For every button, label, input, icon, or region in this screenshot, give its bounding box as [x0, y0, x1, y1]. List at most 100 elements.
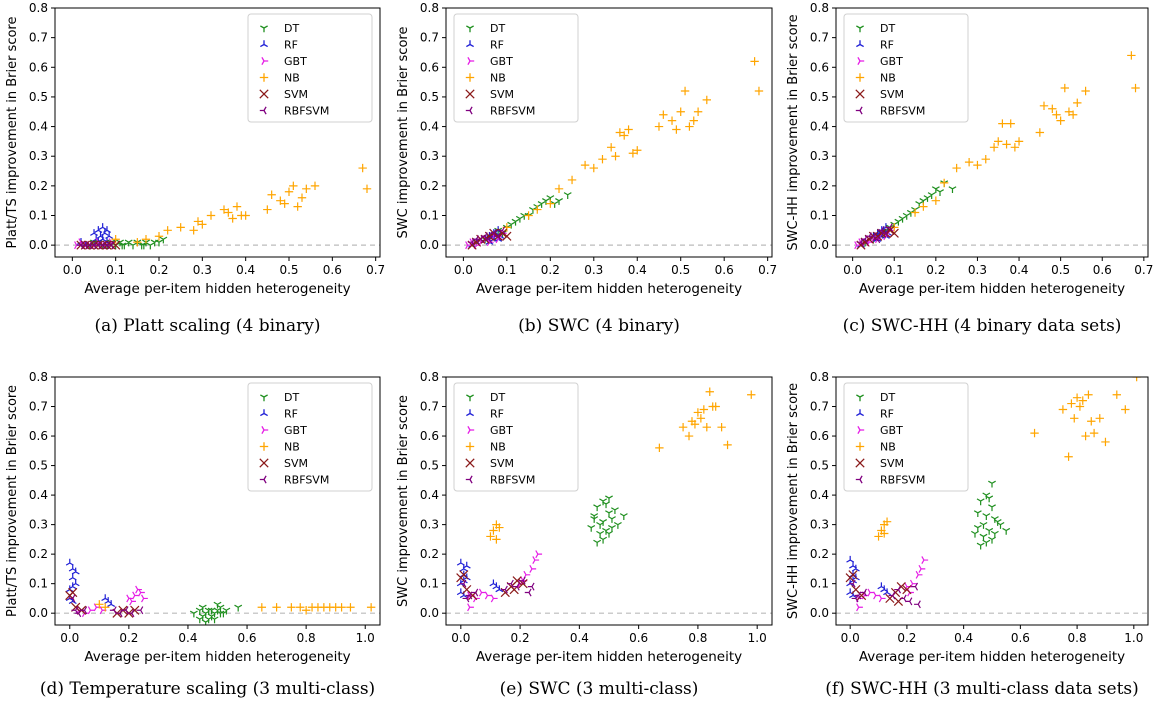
point-dt	[996, 521, 1005, 529]
point-nb	[1035, 128, 1045, 137]
point-dt	[195, 616, 204, 624]
point-rbfsvm	[68, 594, 76, 603]
point-nb	[141, 235, 151, 244]
point-rf	[94, 226, 103, 233]
legend-marker-svm	[465, 458, 475, 468]
point-dt	[159, 236, 168, 244]
point-nb	[224, 208, 233, 217]
legend-marker-rbfsvm	[259, 475, 267, 484]
point-nb	[1010, 143, 1020, 152]
x-tick-label: 0.3	[193, 263, 212, 277]
point-nb	[874, 532, 883, 541]
point-nb	[702, 422, 711, 432]
legend-marker-svm	[855, 458, 865, 468]
x-tick-label: 0.0	[60, 631, 79, 645]
point-rbfsvm	[518, 576, 526, 585]
point-rbfsvm	[911, 582, 919, 591]
legend-marker-rf	[260, 409, 268, 417]
y-tick-label: 0.8	[29, 370, 48, 384]
y-tick-label: 0.7	[420, 31, 439, 45]
legend-marker-svm	[855, 89, 865, 99]
legend-marker-rf	[856, 40, 864, 48]
point-nb	[589, 163, 598, 173]
panel-caption: (b) SWC (4 binary)	[518, 316, 680, 336]
point-svm	[459, 570, 469, 580]
legend-marker-nb	[855, 73, 865, 82]
legend: DT RF GBT NB SVM RBFSVM	[247, 13, 373, 123]
point-dt	[563, 192, 572, 199]
legend-marker-gbt	[857, 57, 865, 65]
y-tick-label: 0.5	[810, 459, 829, 473]
point-rf	[65, 558, 74, 566]
point-dt	[902, 212, 911, 220]
legend-label-nb: NB	[284, 72, 300, 85]
point-dt	[198, 604, 207, 612]
x-tick-label: 0.8	[297, 631, 316, 645]
point-dt	[550, 201, 559, 208]
legend-marker-rbfsvm	[259, 106, 267, 115]
point-rf	[105, 232, 114, 239]
point-dt	[528, 206, 537, 214]
point-dt	[973, 510, 982, 518]
point-nb	[684, 431, 694, 441]
x-tick-label: 1.0	[1124, 631, 1143, 645]
legend-label-dt: DT	[490, 22, 505, 35]
point-rbfsvm	[98, 241, 106, 250]
y-tick-label: 0.3	[29, 149, 48, 163]
point-nb	[615, 128, 625, 137]
x-tick-label: 0.6	[323, 263, 342, 277]
point-nb	[1131, 83, 1140, 93]
point-nb	[358, 163, 367, 173]
point-nb	[910, 208, 920, 217]
x-tick-label: 0.2	[926, 263, 945, 277]
legend-marker-nb	[465, 442, 475, 451]
point-nb	[711, 402, 720, 411]
x-axis-label: Average per-item hidden heterogeneity	[84, 649, 350, 665]
point-dt	[973, 524, 982, 532]
point-nb	[1056, 116, 1065, 125]
x-axis-label: Average per-item hidden heterogeneity	[476, 649, 742, 665]
point-nb	[667, 116, 677, 125]
point-nb	[176, 223, 185, 232]
point-nb	[1087, 417, 1096, 426]
legend-marker-dt	[260, 394, 268, 402]
x-tick-label: 0.4	[954, 631, 973, 645]
legend-marker-nb	[259, 73, 269, 82]
point-dt	[613, 521, 622, 529]
point-rf	[98, 235, 107, 242]
point-nb	[654, 122, 664, 131]
point-nb	[702, 95, 711, 105]
point-rf	[71, 567, 80, 575]
point-dt	[976, 498, 985, 506]
y-tick-label: 0.3	[810, 149, 829, 163]
legend: DT RF GBT NB SVM RBFSVM	[453, 382, 579, 492]
point-dt	[146, 242, 155, 250]
plot-frame	[835, 376, 1149, 626]
x-tick-label: 0.2	[541, 263, 560, 277]
y-tick-label: 0.1	[29, 209, 48, 223]
point-dt	[894, 218, 903, 226]
legend-marker-rf	[466, 409, 474, 417]
point-dt	[596, 530, 605, 538]
point-rf	[846, 555, 855, 563]
legend-label-svm: SVM	[880, 88, 904, 101]
x-axis-label: Average per-item hidden heterogeneity	[859, 281, 1125, 297]
point-dt	[129, 242, 137, 250]
y-tick-label: 0.2	[810, 547, 829, 561]
x-tick-label: 0.3	[584, 263, 603, 277]
point-nb	[705, 387, 714, 396]
point-nb	[1081, 431, 1090, 441]
legend-box	[843, 382, 969, 492]
point-rbfsvm	[881, 229, 889, 238]
legend-marker-dt	[856, 394, 864, 402]
legend-marker-gbt	[261, 426, 269, 434]
point-nb	[1006, 119, 1015, 128]
point-rf	[90, 229, 98, 236]
x-tick-label: 0.8	[1068, 631, 1087, 645]
point-rbfsvm	[524, 588, 532, 597]
point-dt	[988, 504, 996, 512]
points	[465, 57, 764, 250]
point-nb	[554, 184, 564, 194]
x-tick-label: 0.4	[178, 631, 197, 645]
point-dt	[118, 242, 127, 250]
